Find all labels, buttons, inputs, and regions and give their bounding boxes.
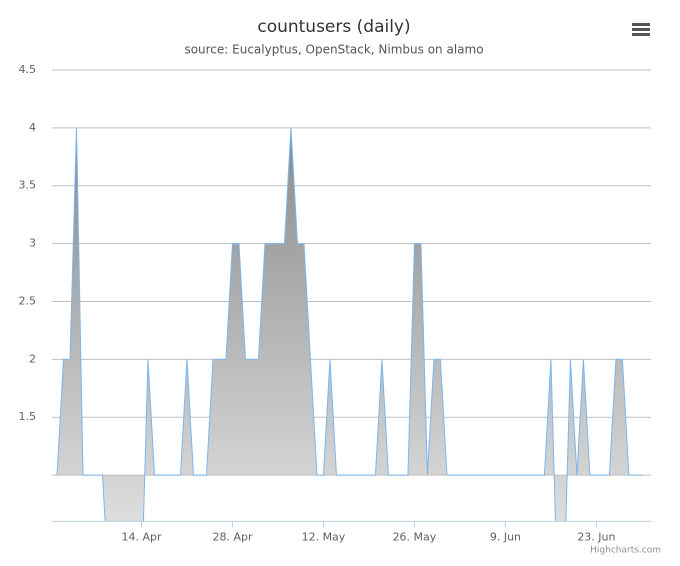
chart-title: countusers (daily) <box>257 17 410 37</box>
y-tick-label: 1.5 <box>19 410 37 423</box>
x-tick-label: 28. Apr <box>212 530 252 543</box>
x-tick-label: 14. Apr <box>121 530 161 543</box>
x-tick-label: 26. May <box>393 530 437 543</box>
menu-button[interactable] <box>628 16 654 42</box>
area-line <box>56 127 642 522</box>
plot-area <box>52 127 651 522</box>
y-tick-label: 3 <box>29 237 36 250</box>
area-fill <box>57 127 642 522</box>
y-tick-label: 4.5 <box>19 63 37 76</box>
x-tick-label: 9. Jun <box>490 530 521 543</box>
chart-subtitle: source: Eucalyptus, OpenStack, Nimbus on… <box>184 43 483 57</box>
y-tick-label: 2 <box>29 352 36 365</box>
credits[interactable]: Highcharts.com <box>590 546 661 556</box>
x-tick-label: 23. Jun <box>577 530 615 543</box>
y-tick-label: 4 <box>29 121 36 134</box>
y-tick-label: 2.5 <box>19 294 37 307</box>
x-tick-label: 12. May <box>302 530 346 543</box>
y-tick-label: 3.5 <box>19 179 37 192</box>
